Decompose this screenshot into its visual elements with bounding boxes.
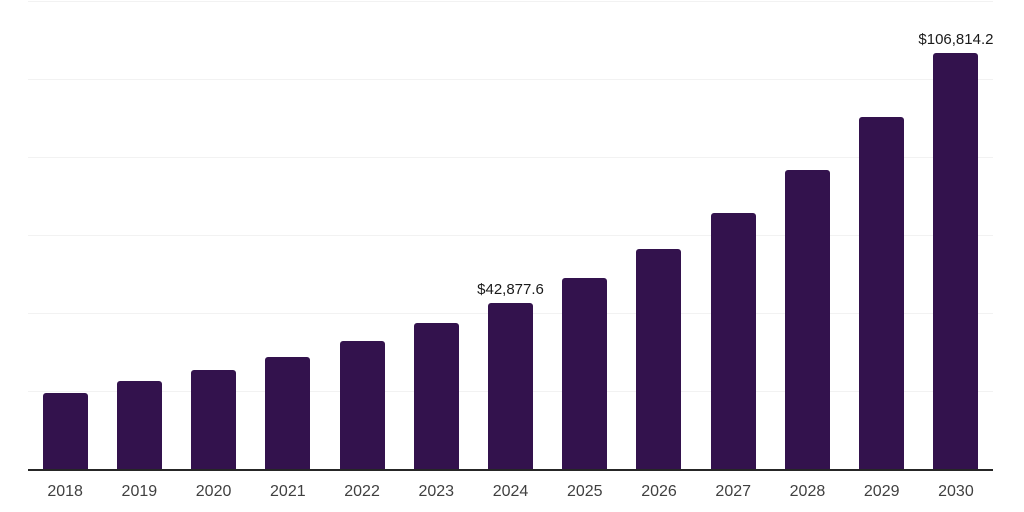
bar-slot — [770, 2, 844, 470]
x-tick-label-2024: 2024 — [492, 483, 529, 500]
bar-2030: $106,814.2 — [918, 31, 993, 470]
bar-2028 — [784, 169, 830, 470]
x-axis-line — [28, 469, 993, 471]
x-tick-label-2030: 2030 — [938, 483, 974, 500]
x-tick-label-2022: 2022 — [344, 483, 380, 500]
bar-slot — [548, 2, 622, 470]
bar-slot — [622, 2, 696, 470]
bar-2026 — [636, 248, 682, 470]
x-tick-label-2029: 2029 — [863, 483, 900, 500]
bar-2021 — [265, 356, 311, 470]
bar-slot — [251, 2, 325, 470]
bar-slot — [102, 2, 176, 470]
bar-slot — [176, 2, 250, 470]
bar-slot: $106,814.2 — [918, 2, 993, 470]
bar-2019 — [116, 381, 162, 470]
bar-2024: $42,877.6 — [477, 281, 544, 470]
gridline — [28, 1, 993, 2]
x-tick-label-2021: 2021 — [270, 483, 306, 500]
bar-2022 — [339, 340, 385, 470]
x-tick-label-2018: 2018 — [47, 483, 83, 500]
gridline — [28, 79, 993, 80]
x-tick-label-2019: 2019 — [121, 483, 158, 500]
bar-2025 — [562, 277, 608, 470]
bar-slot — [696, 2, 770, 470]
bar-slot — [399, 2, 473, 470]
bar-2023 — [413, 322, 459, 470]
bar-slots: $42,877.6 $106,814.2 — [28, 2, 993, 470]
x-tick-label-2028: 2028 — [789, 483, 826, 500]
bar-slot — [325, 2, 399, 470]
plot-area: $42,877.6 $106,814.2 — [28, 1, 993, 471]
gridline — [28, 157, 993, 158]
bar-slot — [28, 2, 102, 470]
x-tick-label-2027: 2027 — [715, 483, 752, 500]
bar-slot — [845, 2, 919, 470]
bar-value-label-2030: $106,814.2 — [918, 31, 994, 49]
bar-2027 — [710, 212, 756, 470]
bar-2020 — [191, 370, 237, 470]
x-tick-label-2025: 2025 — [566, 483, 603, 500]
x-tick-label-2026: 2026 — [641, 483, 677, 500]
bar-2029 — [859, 117, 905, 470]
bar-value-label-2024: $42,877.6 — [477, 280, 544, 298]
x-tick-label-2023: 2023 — [418, 483, 455, 500]
bar-2018 — [42, 393, 88, 470]
gridline — [28, 235, 993, 236]
bar-slot: $42,877.6 — [473, 2, 547, 470]
x-tick-label-2020: 2020 — [195, 483, 232, 500]
x-axis-labels: 2018 2019 2020 2021 2022 2023 2024 2025 2026 2027… — [28, 482, 993, 502]
